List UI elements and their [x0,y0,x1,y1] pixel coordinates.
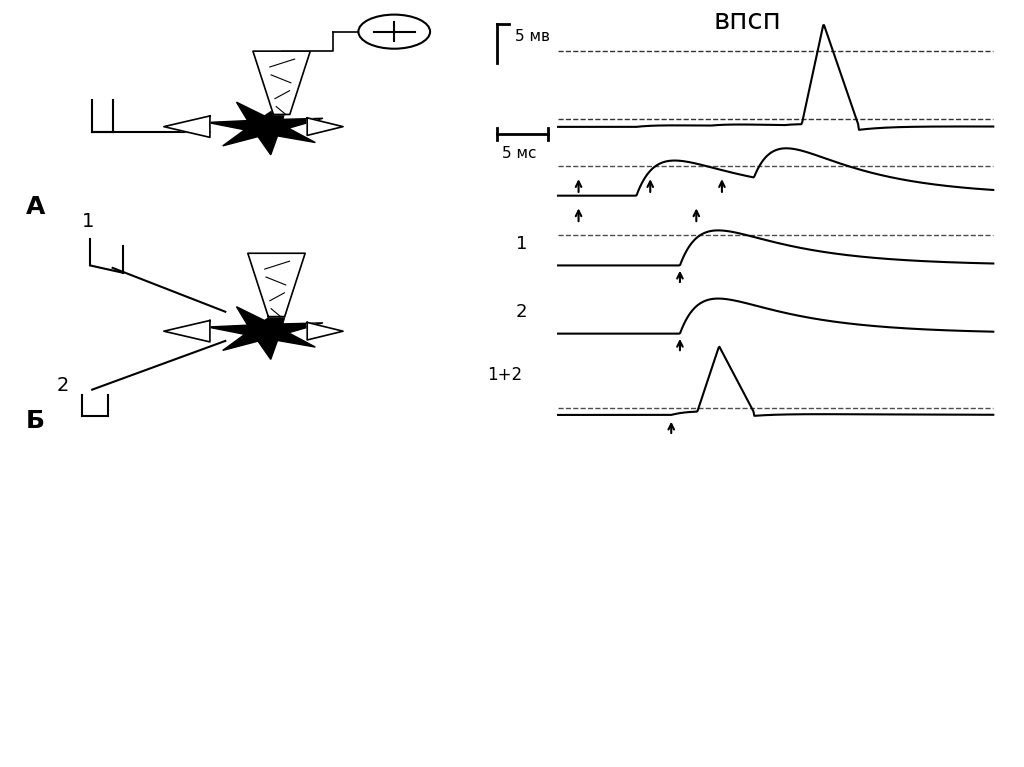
Text: стимула (↑↑) вызывают подпороговый ВПСП, три последовательных стимула: стимула (↑↑) вызывают подпороговый ВПСП,… [20,550,1024,577]
Text: Рис. Суммация возбуждений в нейроне: А – временная: один стимул (↑) и два: Рис. Суммация возбуждений в нейроне: А –… [20,507,1024,534]
Polygon shape [208,100,323,155]
Text: 1: 1 [516,235,527,252]
Text: Б: Б [26,409,45,433]
Polygon shape [253,51,310,114]
Polygon shape [248,253,305,317]
Polygon shape [208,305,323,360]
Text: 1+2: 1+2 [487,366,522,384]
Text: 2: 2 [516,303,527,321]
Text: (↑↑↑) обеспечивают возникновение потенциала действия (ПД).: (↑↑↑) обеспечивают возникновение потенци… [20,594,926,620]
Text: 5 мс: 5 мс [502,146,537,161]
Text: А: А [26,195,45,219]
Text: вызывают потенциал действия (ПД).: вызывают потенциал действия (ПД). [20,723,537,749]
Text: 2: 2 [56,376,69,394]
Text: 5 мв: 5 мв [515,29,550,44]
Polygon shape [164,116,210,137]
Polygon shape [307,118,343,136]
Text: вызывают подпороговые ВПСП,  одновременные два раздражения (1+2): вызывают подпороговые ВПСП, одновременны… [20,680,1024,706]
Polygon shape [307,322,343,340]
Polygon shape [164,321,210,342]
Text: Б – пространственная суммация: раздельные одиночные раздражения (1,2): Б – пространственная суммация: раздельны… [20,637,1024,663]
Text: 1: 1 [82,212,94,232]
Text: впсп: впсп [714,8,781,35]
